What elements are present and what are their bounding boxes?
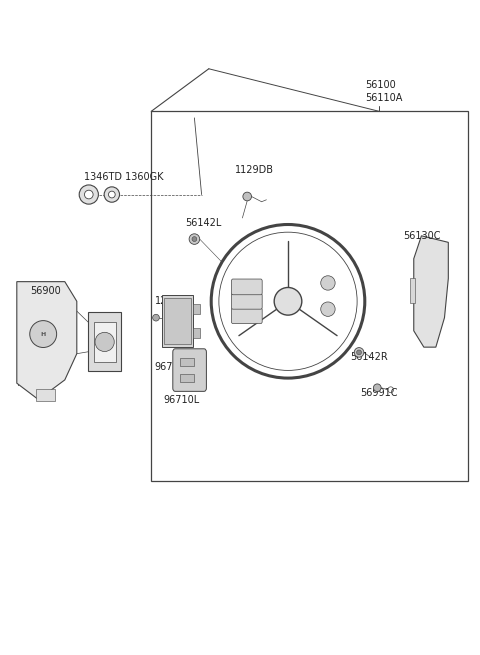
FancyBboxPatch shape [173,348,206,392]
Ellipse shape [95,332,114,352]
Ellipse shape [192,236,197,242]
Text: 1243BE: 1243BE [155,296,192,307]
Bar [94,322,116,362]
Text: 56142R: 56142R [350,352,388,362]
Ellipse shape [30,320,57,348]
Bar [180,358,194,366]
Ellipse shape [321,276,335,290]
Text: 56991C: 56991C [360,388,397,398]
Polygon shape [414,236,448,347]
Text: 96710R: 96710R [155,362,192,372]
Bar [193,304,201,314]
FancyBboxPatch shape [231,279,262,295]
Ellipse shape [357,350,361,355]
Bar [410,278,415,303]
Bar [164,298,191,344]
Ellipse shape [153,314,159,321]
Text: 56100: 56100 [365,80,396,90]
Text: 96710L: 96710L [163,394,200,405]
Text: 56900: 56900 [30,286,60,297]
Ellipse shape [104,187,120,202]
Ellipse shape [321,302,335,316]
Text: 1346TD 1360GK: 1346TD 1360GK [84,172,164,182]
FancyBboxPatch shape [231,293,262,309]
Bar [180,374,194,382]
Ellipse shape [79,185,98,204]
Ellipse shape [274,288,302,315]
Ellipse shape [189,234,200,244]
Bar [162,295,193,347]
Text: 56130C: 56130C [403,231,441,241]
Text: 56142L: 56142L [185,217,221,228]
Bar [193,328,201,338]
Text: H: H [41,331,46,337]
Ellipse shape [108,191,115,198]
FancyBboxPatch shape [231,308,262,324]
Ellipse shape [354,348,364,357]
Text: 56110A: 56110A [365,93,402,103]
Polygon shape [17,282,77,400]
Bar [88,312,121,371]
Bar [36,389,55,401]
Text: 1129DB: 1129DB [235,165,274,176]
Ellipse shape [243,192,252,201]
Ellipse shape [84,190,93,199]
Ellipse shape [373,384,381,392]
Bar [151,111,468,481]
